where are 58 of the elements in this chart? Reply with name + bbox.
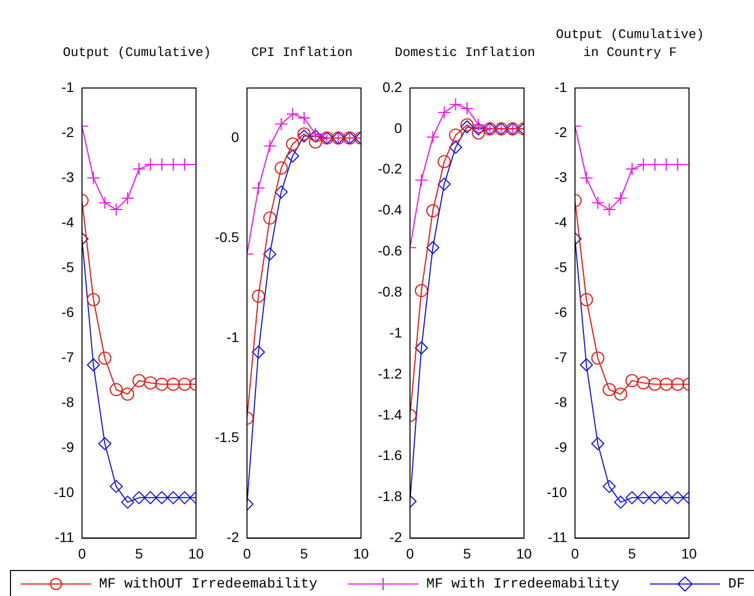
- x-tick-label: 10: [188, 545, 204, 562]
- y-tick-label: -3: [554, 168, 568, 185]
- y-tick-label: -1: [390, 324, 402, 340]
- x-tick-label: 5: [135, 545, 144, 562]
- x-tick-label: 10: [681, 545, 697, 562]
- x-tick-label: 10: [353, 545, 369, 562]
- y-tick-label: 0: [231, 128, 240, 145]
- chart-title: Output (Cumulative): [62, 44, 212, 62]
- y-tick-label: -1.5: [214, 429, 240, 446]
- y-tick-label: -1: [554, 78, 568, 95]
- y-tick-label: -1.2: [378, 365, 402, 382]
- x-tick-label: 5: [300, 545, 308, 562]
- y-tick-label: -1.6: [378, 447, 402, 464]
- y-tick-label: -0.2: [378, 160, 402, 177]
- y-tick-label: 0: [394, 120, 402, 136]
- x-tick-label: 0: [78, 545, 86, 562]
- y-tick-label: -10: [54, 484, 74, 500]
- chart-title: Domestic Inflation: [394, 44, 536, 62]
- y-tick-label: -7: [62, 348, 74, 365]
- y-tick-label: -9: [62, 439, 74, 456]
- x-tick-label: 5: [628, 545, 636, 562]
- y-tick-label: 0.2: [382, 78, 402, 95]
- chart-title: CPI Inflation: [250, 44, 354, 62]
- y-tick-label: -10: [546, 484, 568, 500]
- chart-title: Output (Cumulative) in Country F: [555, 26, 705, 62]
- legend-label: MF withOUT Irredeemability: [98, 576, 318, 593]
- x-tick-label: 0: [406, 545, 414, 562]
- y-tick-label: -1.8: [378, 488, 402, 504]
- y-tick-label: -2: [62, 124, 74, 140]
- y-tick-label: -2: [554, 124, 568, 140]
- x-tick-label: 10: [516, 545, 532, 562]
- y-tick-label: -1.4: [378, 406, 402, 422]
- y-tick-label: -4: [554, 214, 568, 230]
- y-tick-label: -1: [226, 328, 240, 345]
- y-tick-label: -2: [390, 529, 402, 546]
- y-tick-label: -5: [62, 258, 74, 275]
- y-tick-label: -1: [62, 78, 74, 95]
- y-tick-label: -8: [554, 394, 568, 410]
- y-tick-label: -6: [554, 304, 568, 320]
- y-tick-label: -2: [226, 529, 240, 546]
- x-tick-label: 0: [571, 545, 580, 562]
- y-tick-label: -5: [554, 258, 568, 275]
- y-tick-label: -7: [554, 348, 568, 365]
- y-tick-label: -3: [62, 168, 74, 185]
- y-tick-label: -11: [54, 529, 74, 546]
- x-tick-label: 0: [243, 545, 252, 562]
- y-tick-label: -11: [548, 529, 568, 546]
- y-tick-label: -9: [554, 439, 568, 456]
- y-tick-label: -8: [62, 394, 74, 410]
- y-tick-label: -0.4: [378, 202, 402, 218]
- y-tick-label: -0.6: [378, 242, 402, 259]
- y-tick-label: -4: [62, 214, 74, 230]
- legend-label: MF with Irredeemability: [425, 576, 620, 593]
- legend-label: DF: [727, 576, 745, 593]
- y-tick-label: -0.8: [378, 283, 402, 300]
- y-tick-label: -6: [62, 304, 74, 320]
- y-tick-label: -0.5: [214, 228, 240, 245]
- x-tick-label: 5: [463, 545, 472, 562]
